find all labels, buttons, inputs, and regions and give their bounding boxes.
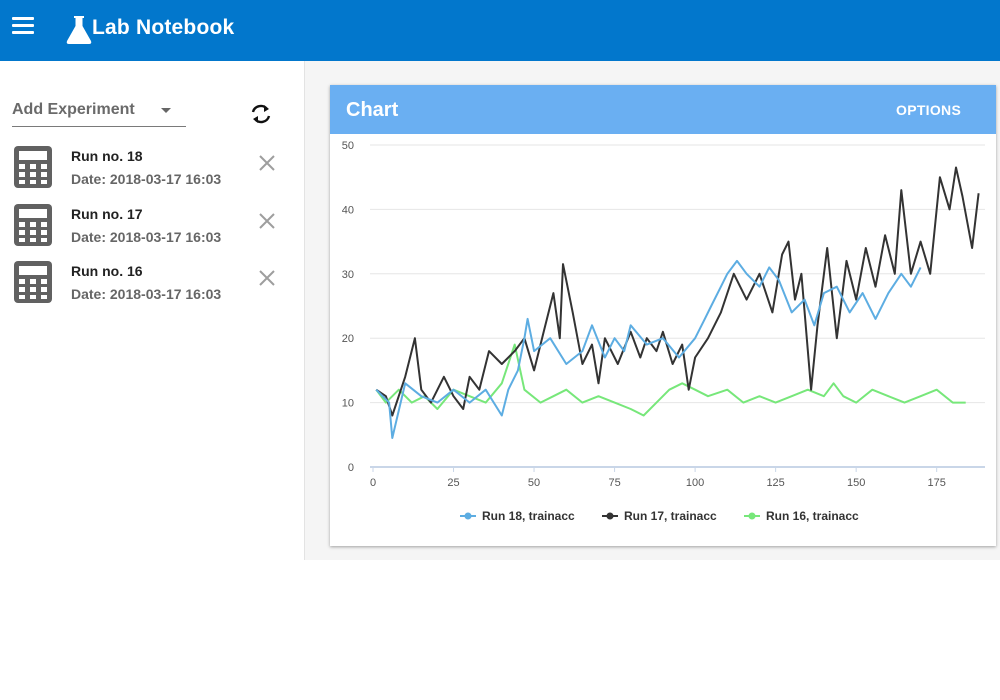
chart-card: Chart OPTIONS 0 10 20 30 40 50 0 25 50 75 100 125 15… (330, 85, 996, 546)
run-date: Date: 2018-03-17 16:03 (71, 229, 222, 245)
y-tick-label: 40 (342, 204, 354, 216)
legend-label: Run 18, trainacc (482, 509, 575, 523)
x-tick-label: 25 (447, 477, 459, 489)
options-button[interactable]: OPTIONS (896, 102, 962, 118)
run-name: Run no. 17 (71, 206, 143, 222)
run-date: Date: 2018-03-17 16:03 (71, 286, 222, 302)
x-tick-label: 150 (847, 477, 865, 489)
y-tick-label: 50 (342, 140, 354, 152)
run-date: Date: 2018-03-17 16:03 (71, 171, 222, 187)
close-icon[interactable] (258, 269, 276, 287)
y-tick-label: 0 (348, 462, 354, 474)
app-bar: Lab Notebook (0, 0, 1000, 61)
add-experiment-label: Add Experiment (12, 101, 135, 118)
run-name: Run no. 18 (71, 148, 143, 164)
sidebar: Add Experiment Run no. 18 Date: 2018-03-… (0, 61, 305, 560)
card-header: Chart OPTIONS (330, 85, 996, 134)
x-tick-label: 50 (528, 477, 540, 489)
legend-marker (606, 512, 614, 520)
menu-icon[interactable] (12, 17, 34, 37)
x-tick-label: 125 (766, 477, 784, 489)
calculator-icon (14, 204, 52, 246)
run-item[interactable]: Run no. 18 Date: 2018-03-17 16:03 (0, 146, 305, 196)
x-tick-label: 0 (370, 477, 376, 489)
y-tick-label: 10 (342, 398, 354, 410)
y-tick-label: 30 (342, 269, 354, 281)
close-icon[interactable] (258, 154, 276, 172)
calculator-icon (14, 261, 52, 303)
line-chart: 0 10 20 30 40 50 0 25 50 75 100 125 150 175 Run 18, t… (342, 140, 985, 523)
legend-marker (464, 512, 472, 520)
flask-icon (66, 16, 92, 44)
x-tick-label: 100 (686, 477, 704, 489)
calculator-icon (14, 146, 52, 188)
run-name: Run no. 16 (71, 263, 143, 279)
run-item[interactable]: Run no. 17 Date: 2018-03-17 16:03 (0, 204, 305, 254)
add-experiment-select[interactable]: Add Experiment (12, 97, 186, 127)
y-tick-label: 20 (342, 333, 354, 345)
series-line (375, 166, 980, 417)
x-tick-label: 75 (608, 477, 620, 489)
legend-marker (748, 512, 756, 520)
app-title: Lab Notebook (92, 16, 235, 39)
card-title: Chart (346, 99, 399, 121)
legend-label: Run 16, trainacc (766, 509, 859, 523)
x-tick-label: 175 (928, 477, 946, 489)
close-icon[interactable] (258, 212, 276, 230)
series-line (375, 259, 922, 439)
chevron-down-icon (161, 108, 171, 113)
legend-label: Run 17, trainacc (624, 509, 717, 523)
refresh-icon[interactable] (248, 101, 274, 127)
run-item[interactable]: Run no. 16 Date: 2018-03-17 16:03 (0, 261, 305, 311)
